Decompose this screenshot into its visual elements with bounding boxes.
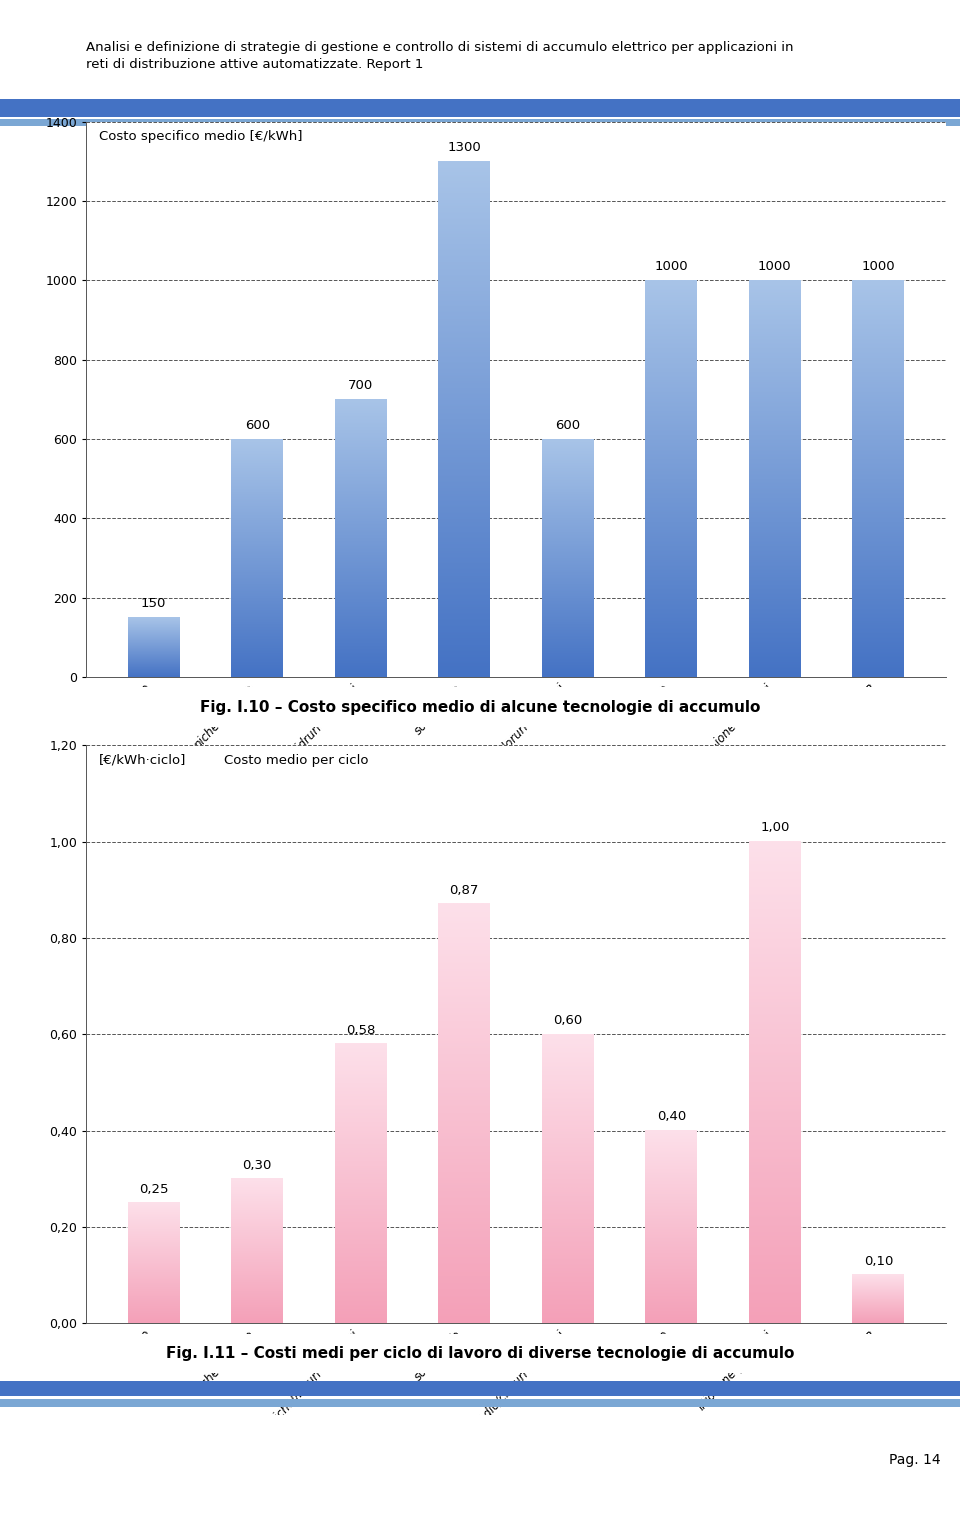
Text: 1000: 1000 — [655, 260, 688, 274]
Text: 1000: 1000 — [758, 260, 792, 274]
Text: Pag. 14: Pag. 14 — [889, 1453, 941, 1468]
Text: 0,30: 0,30 — [243, 1159, 272, 1171]
Text: 150: 150 — [141, 598, 166, 610]
Text: Costo specifico medio [€/kWh]: Costo specifico medio [€/kWh] — [99, 129, 302, 143]
Text: 700: 700 — [348, 379, 373, 392]
Text: Analisi e definizione di strategie di gestione e controllo di sistemi di accumul: Analisi e definizione di strategie di ge… — [86, 41, 794, 71]
Text: 0,25: 0,25 — [139, 1183, 168, 1196]
Text: 600: 600 — [245, 418, 270, 432]
Text: 0,10: 0,10 — [864, 1255, 893, 1269]
Text: 0,60: 0,60 — [553, 1015, 583, 1027]
Text: [€/kWh·ciclo]: [€/kWh·ciclo] — [99, 754, 186, 767]
Text: 0,58: 0,58 — [346, 1024, 375, 1037]
Text: 600: 600 — [555, 418, 581, 432]
Text: 1000: 1000 — [861, 260, 895, 274]
Text: Fig. I.10 – Costo specifico medio di alcune tecnologie di accumulo: Fig. I.10 – Costo specifico medio di alc… — [200, 700, 760, 715]
Text: Costo medio per ciclo: Costo medio per ciclo — [224, 754, 369, 767]
Text: Fig. I.11 – Costi medi per ciclo di lavoro di diverse tecnologie di accumulo: Fig. I.11 – Costi medi per ciclo di lavo… — [166, 1346, 794, 1361]
Text: 0,87: 0,87 — [449, 884, 479, 897]
Text: 1,00: 1,00 — [760, 821, 789, 835]
Text: 1300: 1300 — [447, 141, 481, 154]
Text: 0,40: 0,40 — [657, 1110, 685, 1124]
